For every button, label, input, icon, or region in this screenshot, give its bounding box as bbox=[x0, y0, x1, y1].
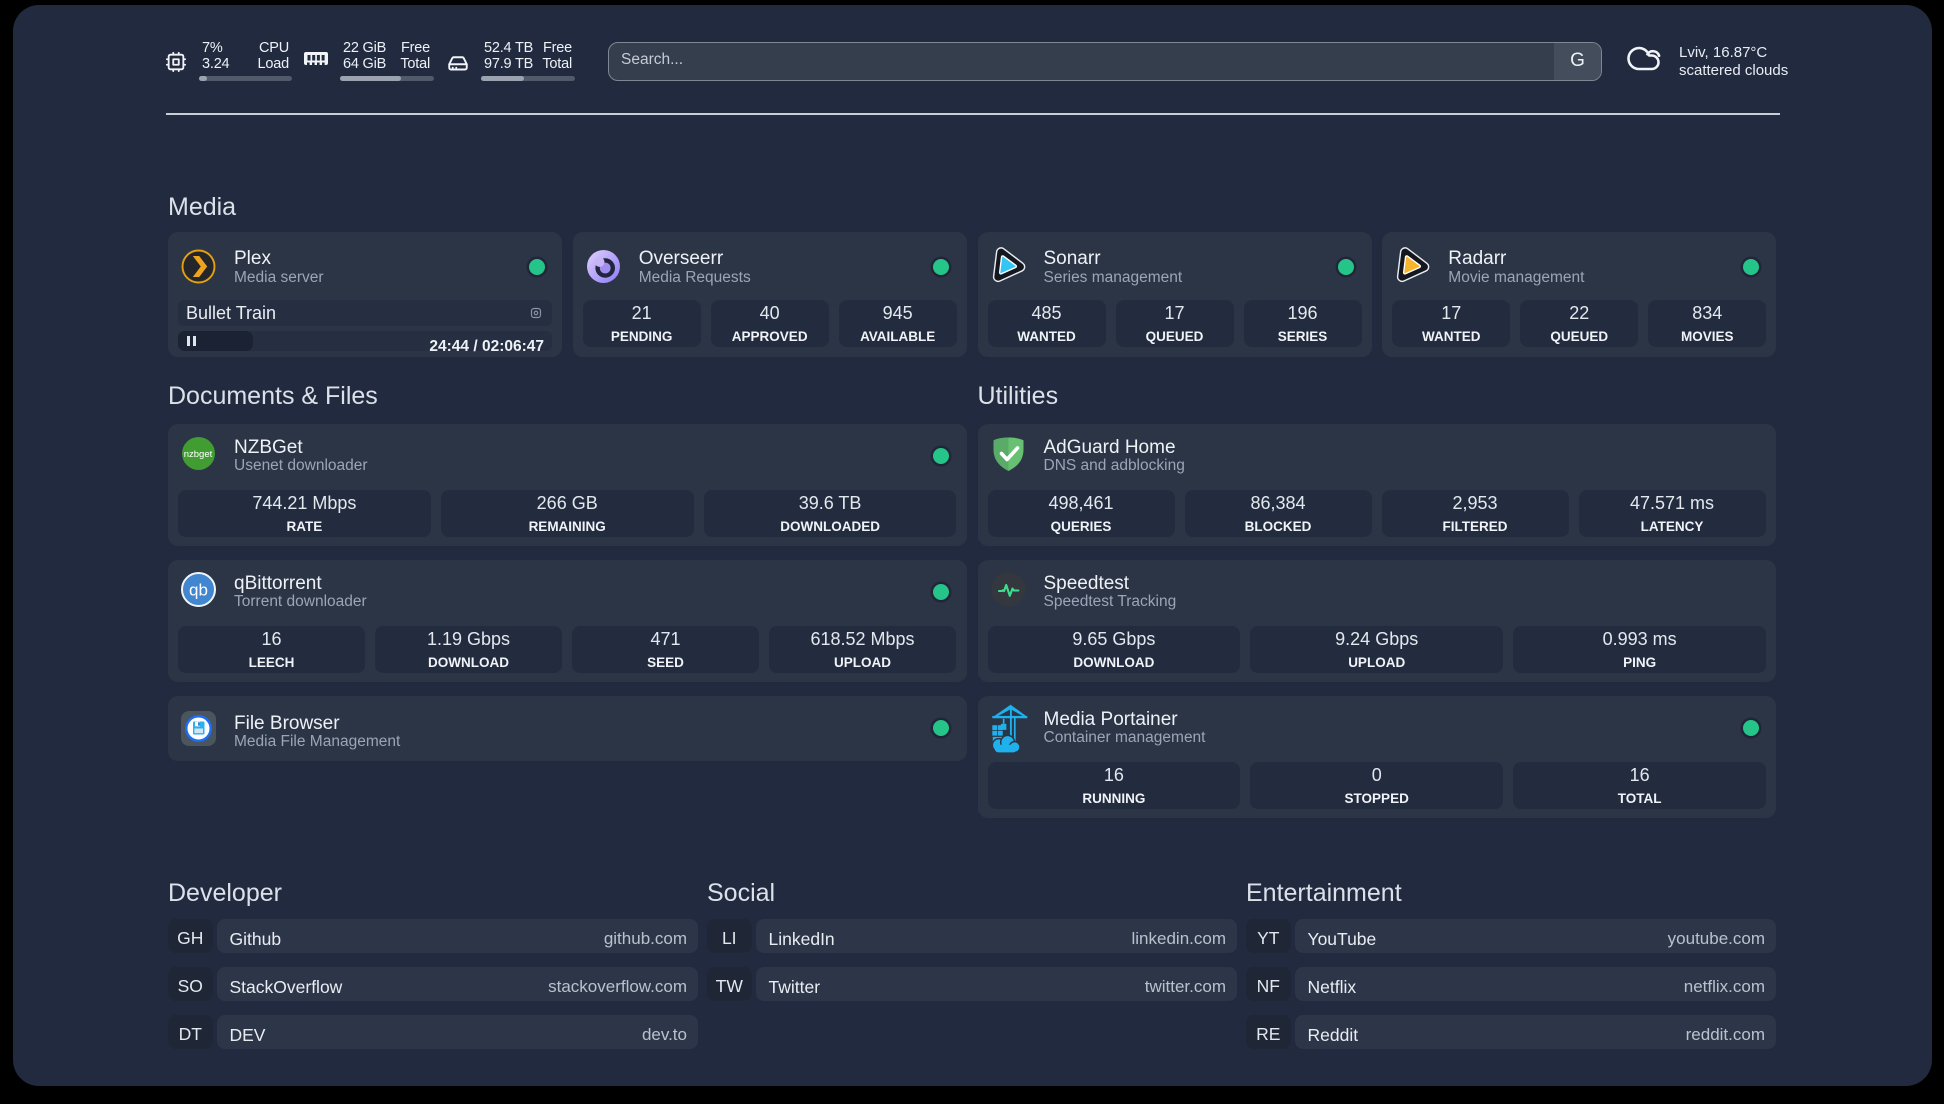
svg-text:qb: qb bbox=[189, 581, 208, 600]
svg-text:nzbget: nzbget bbox=[184, 449, 213, 460]
